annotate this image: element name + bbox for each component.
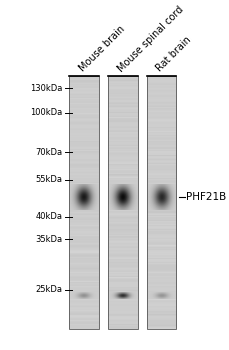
Bar <box>108 76 138 329</box>
Text: 25kDa: 25kDa <box>35 285 63 294</box>
Text: PHF21B: PHF21B <box>186 192 226 202</box>
Text: Mouse brain: Mouse brain <box>77 24 126 74</box>
Text: Mouse spinal cord: Mouse spinal cord <box>116 4 185 74</box>
Text: Rat brain: Rat brain <box>154 35 193 74</box>
Bar <box>69 76 99 329</box>
Text: 100kDa: 100kDa <box>30 108 63 117</box>
Text: 40kDa: 40kDa <box>35 212 63 221</box>
Text: 130kDa: 130kDa <box>30 84 63 93</box>
Text: 55kDa: 55kDa <box>35 175 63 184</box>
Text: 70kDa: 70kDa <box>35 148 63 157</box>
Text: 35kDa: 35kDa <box>35 235 63 244</box>
Bar <box>147 76 176 329</box>
